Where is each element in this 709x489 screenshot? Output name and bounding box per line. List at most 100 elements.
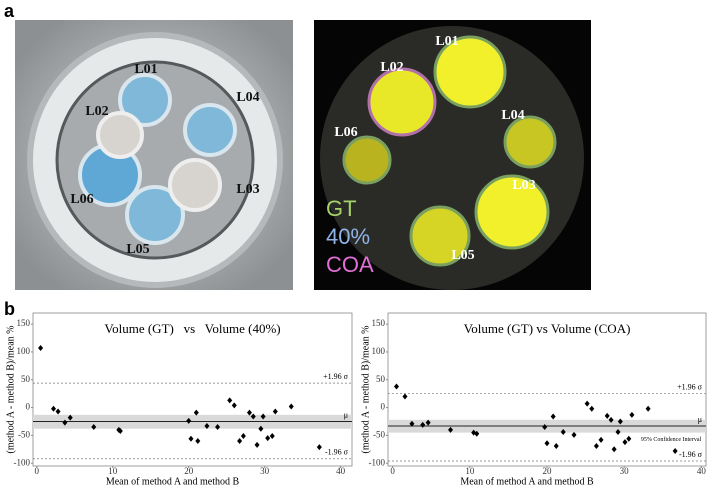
x-tick-label: 20 [184,466,194,476]
panel-label: a [4,1,15,21]
y-tick-label: -50 [373,429,385,439]
x-tick-label: 40 [336,466,346,476]
data-point [240,432,246,439]
data-point [584,400,590,407]
x-tick-label: 0 [390,466,395,476]
reference-label: μ [698,415,702,424]
reference-label: -1.96 σ [325,448,349,457]
chart-title: Volume (GT) vs Volume (COA) [464,321,631,336]
data-point [553,442,559,449]
x-tick-label: 10 [108,466,118,476]
y-tick-label: -50 [18,429,30,439]
x-axis-label: Mean of method A and method B [106,476,240,487]
data-point [38,345,44,352]
y-tick-label: 50 [376,374,386,384]
y-tick-label: 150 [17,318,31,328]
y-axis-label: (method A - method B)/mean % [5,325,16,453]
data-point [560,429,566,436]
data-point [272,408,278,415]
data-point [269,432,275,439]
photo-label: L03 [236,182,259,197]
left-photo [15,20,293,290]
data-point [246,409,252,416]
photo-label: L05 [451,248,474,263]
data-point [237,437,243,444]
data-point [227,397,233,404]
data-point [571,431,577,438]
data-point [204,422,210,429]
data-point [250,413,256,420]
data-point [608,416,614,423]
x-tick-label: 20 [543,466,553,476]
data-point [55,408,61,415]
photo-label: L06 [334,125,357,140]
plot-frame [32,312,353,467]
data-point [604,412,610,419]
data-point [589,405,595,412]
legend-entry: 40% [326,224,370,249]
y-tick-label: 100 [372,346,386,356]
data-point [393,383,399,390]
photo-label: L04 [501,108,524,123]
y-tick-label: 0 [381,402,386,412]
x-tick-label: 0 [35,466,40,476]
reference-label: μ [344,410,348,419]
x-tick-label: 10 [465,466,475,476]
data-point [615,429,621,436]
photo-label: L03 [512,178,535,193]
data-point [195,437,201,444]
data-point [260,413,266,420]
data-point [265,435,271,442]
y-axis-label: (method A - method B)/mean % [360,325,371,453]
data-point [598,436,604,443]
data-point [425,419,431,426]
legend-entry: COA [326,252,374,277]
data-point [254,441,260,448]
data-point [51,405,57,412]
data-point [117,427,123,434]
legend-entry: GT [326,196,357,221]
data-point [258,425,264,432]
photo-label: L06 [70,192,93,207]
data-point [193,409,199,416]
data-point [593,442,599,449]
x-tick-label: 40 [697,466,707,476]
data-point [215,424,221,431]
photo-label: L01 [134,62,157,77]
band-label: 95% Confidence Interval [641,436,702,443]
y-tick-label: 50 [21,374,31,384]
data-point [542,424,548,431]
chart-title: Volume (GT) vs Volume (40%) [104,321,280,336]
reference-label: +1.96 σ [323,372,349,381]
data-point [188,435,194,442]
data-point [67,414,73,421]
data-point [316,444,322,451]
data-point [420,421,426,428]
y-tick-label: -100 [369,457,386,467]
photo-label: L05 [126,242,149,257]
y-tick-label: 100 [17,346,31,356]
data-point [629,411,635,418]
data-point [617,418,623,425]
data-point [544,440,550,447]
data-point [62,419,68,426]
photo-label: L02 [380,60,403,75]
data-point [611,446,617,453]
data-point [448,426,454,433]
data-point [645,405,651,412]
data-point [550,413,556,420]
data-point [409,420,415,427]
data-point [402,393,408,400]
y-tick-label: -100 [14,457,31,467]
data-point [231,402,237,409]
x-axis-label: Mean of method A and method B [460,476,594,487]
data-point [622,439,628,446]
x-tick-label: 30 [620,466,630,476]
data-point [672,447,678,454]
y-tick-label: 150 [372,318,386,328]
data-point [474,430,480,437]
x-tick-label: 30 [260,466,270,476]
photo-label: L04 [236,90,259,105]
reference-label: +1.96 σ [677,383,703,392]
